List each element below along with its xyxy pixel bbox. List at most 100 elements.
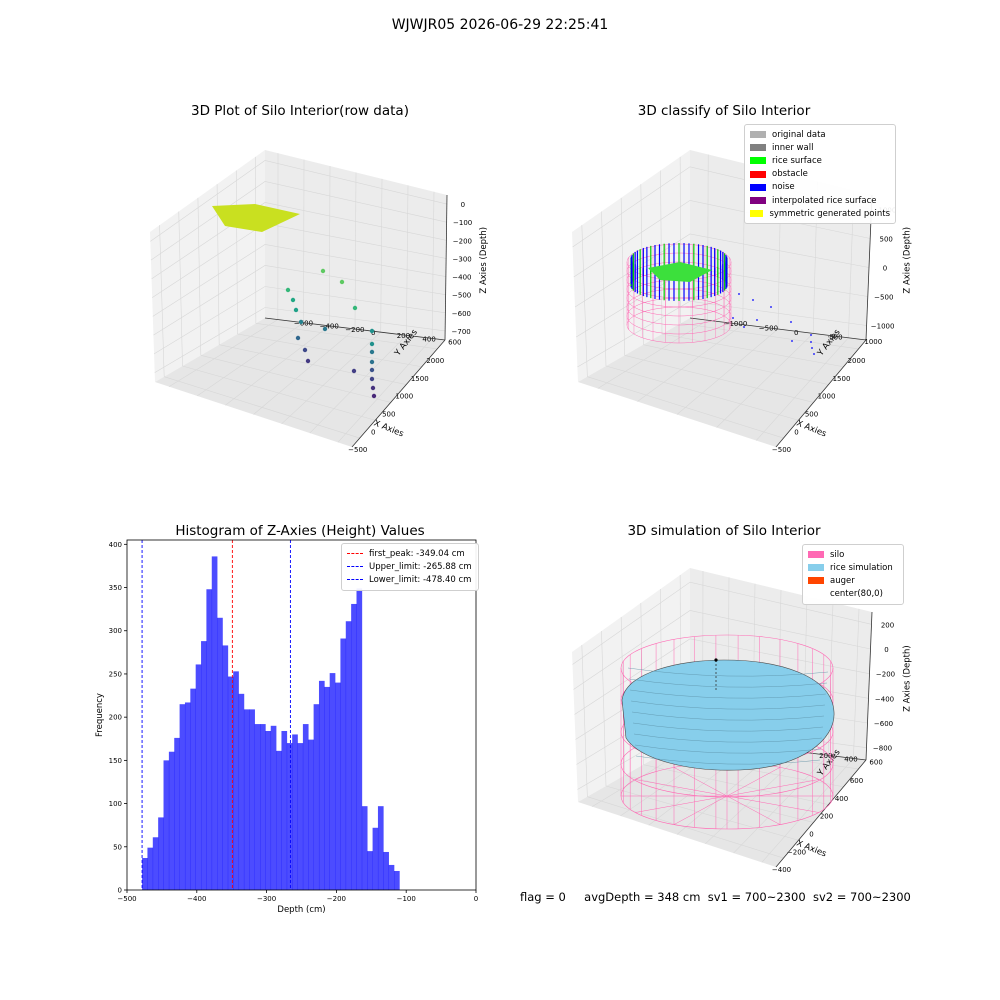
sv1-text: sv1 = 700~2300 (707, 890, 806, 904)
outlier-point (371, 393, 377, 399)
z-tick-label: −100 (453, 219, 472, 227)
x-axis-label: X Axies (795, 838, 828, 859)
histogram-bar (206, 589, 213, 890)
noise-point (790, 321, 792, 323)
x-tick-label: −400 (187, 895, 206, 903)
x-tick-label: 2000 (848, 357, 866, 365)
x-tick-label: 1000 (818, 393, 836, 401)
z-tick-label: −400 (875, 695, 894, 703)
z-tick-label: −600 (452, 310, 471, 318)
histogram-bar (249, 709, 255, 890)
legend-label: symmetric generated points (769, 208, 890, 219)
histogram-bar (351, 603, 357, 890)
y-gridline (705, 751, 804, 845)
silo-floor-spoke (673, 795, 728, 825)
rice-mesh-line (635, 755, 821, 765)
x-tick-label: 500 (805, 410, 818, 418)
legend-label: Lower_limit: -478.40 cm (369, 574, 472, 585)
histogram-bar (265, 730, 272, 890)
y-tick-label: 500 (829, 333, 842, 341)
y-gridline (597, 319, 708, 389)
legend-item-lower-limit: Lower_limit: -478.40 cm (347, 573, 473, 586)
histogram-plot: −500 −400 −300 −200 −100 0 0 50 100 150 200 250 300 3… (95, 539, 478, 915)
outlier-point (285, 287, 291, 293)
x-gridline (679, 156, 681, 324)
outlier-point (339, 279, 345, 285)
z-tick-label: −600 (874, 720, 893, 728)
x-gridline (601, 211, 607, 367)
y-gridline (733, 755, 829, 854)
legend-swatch (750, 170, 766, 178)
legend-item-rice-simulation: rice simulation (808, 561, 898, 574)
y-gridline (253, 328, 356, 415)
x-tick-label: −500 (117, 895, 136, 903)
x-tick-label: −100 (397, 895, 416, 903)
y-tick-label: 400 (422, 335, 435, 343)
silo-floor-spoke (726, 779, 819, 797)
x-tick-label: 0 (794, 428, 798, 436)
rice-mesh-line (629, 689, 827, 699)
histogram-bar (297, 743, 304, 890)
rice-top (212, 204, 300, 232)
x-tick-label: 200 (820, 813, 833, 821)
y-gridline (168, 319, 279, 387)
z-tick-label: −800 (873, 745, 892, 753)
legend-label: Upper_limit: -265.88 cm (369, 561, 472, 572)
legend-swatch (750, 157, 766, 165)
legend-swatch (808, 551, 824, 559)
legend-label: center(80,0) (830, 589, 883, 600)
histogram-bar (340, 638, 347, 890)
y-gridline (337, 338, 433, 443)
y-tick-label: 200 (397, 332, 410, 340)
outlier-point (320, 268, 326, 274)
histogram-bar (184, 702, 191, 890)
z-tick-label: −500 (874, 294, 893, 302)
histogram-bar (152, 837, 159, 890)
silo-floor-spoke (673, 767, 728, 797)
x-gridline (581, 644, 588, 797)
legend-swatch (750, 210, 764, 218)
center-marker (714, 658, 718, 662)
y-axis-line (689, 317, 867, 341)
classify-legend: original data inner wall rice surface ob… (744, 124, 896, 225)
y-tick-label: 150 (109, 757, 122, 765)
outlier-point (369, 367, 375, 373)
z-axis-label: Z Axies (Depth) (902, 645, 912, 712)
classified-silo (626, 243, 815, 355)
x-tick-label: 0 (809, 830, 813, 838)
rice-mesh-line (630, 700, 826, 710)
x-axis-label: X Axies (795, 418, 828, 439)
legend-label: first_peak: -349.04 cm (369, 548, 465, 559)
x-axis-line (775, 339, 867, 448)
x-axis-label: X Axies (372, 418, 405, 439)
x-tick-label: −500 (772, 446, 791, 454)
histogram-bar (168, 751, 175, 890)
silo-floor-spoke (726, 795, 819, 813)
legend-label: auger (830, 575, 855, 586)
histogram-bar (158, 817, 164, 890)
legend-item-silo: silo (808, 548, 898, 561)
z-tick-label: 200 (881, 621, 894, 629)
z-gridline (150, 181, 447, 261)
x-tick-label: 0 (474, 895, 478, 903)
legend-item-symmetric-generated-points: symmetric generated points (750, 207, 890, 220)
y-tick-label: 50 (113, 843, 122, 851)
histogram-frame (126, 539, 477, 891)
legend-label: interpolated rice surface (772, 195, 877, 206)
x-axis-line (351, 339, 446, 448)
x-gridline (660, 170, 663, 335)
legend-swatch (750, 144, 766, 152)
histogram-bar (313, 704, 320, 890)
outlier-point (351, 368, 357, 374)
y-tick-label: 600 (448, 338, 461, 346)
z-gridline (577, 300, 867, 368)
y-tick-label: −500 (759, 325, 778, 333)
classify-plot-title: 3D classify of Silo Interior (637, 103, 811, 119)
rice-mesh-line (628, 678, 828, 688)
legend-line (347, 579, 363, 581)
sv2-text: sv2 = 700~2300 (812, 890, 911, 904)
y-tick-label: 250 (109, 670, 122, 678)
legend-item-obstacle: obstacle (750, 168, 890, 181)
y-tick-label: −1000 (724, 320, 748, 328)
z-tick-label: −500 (452, 292, 471, 300)
